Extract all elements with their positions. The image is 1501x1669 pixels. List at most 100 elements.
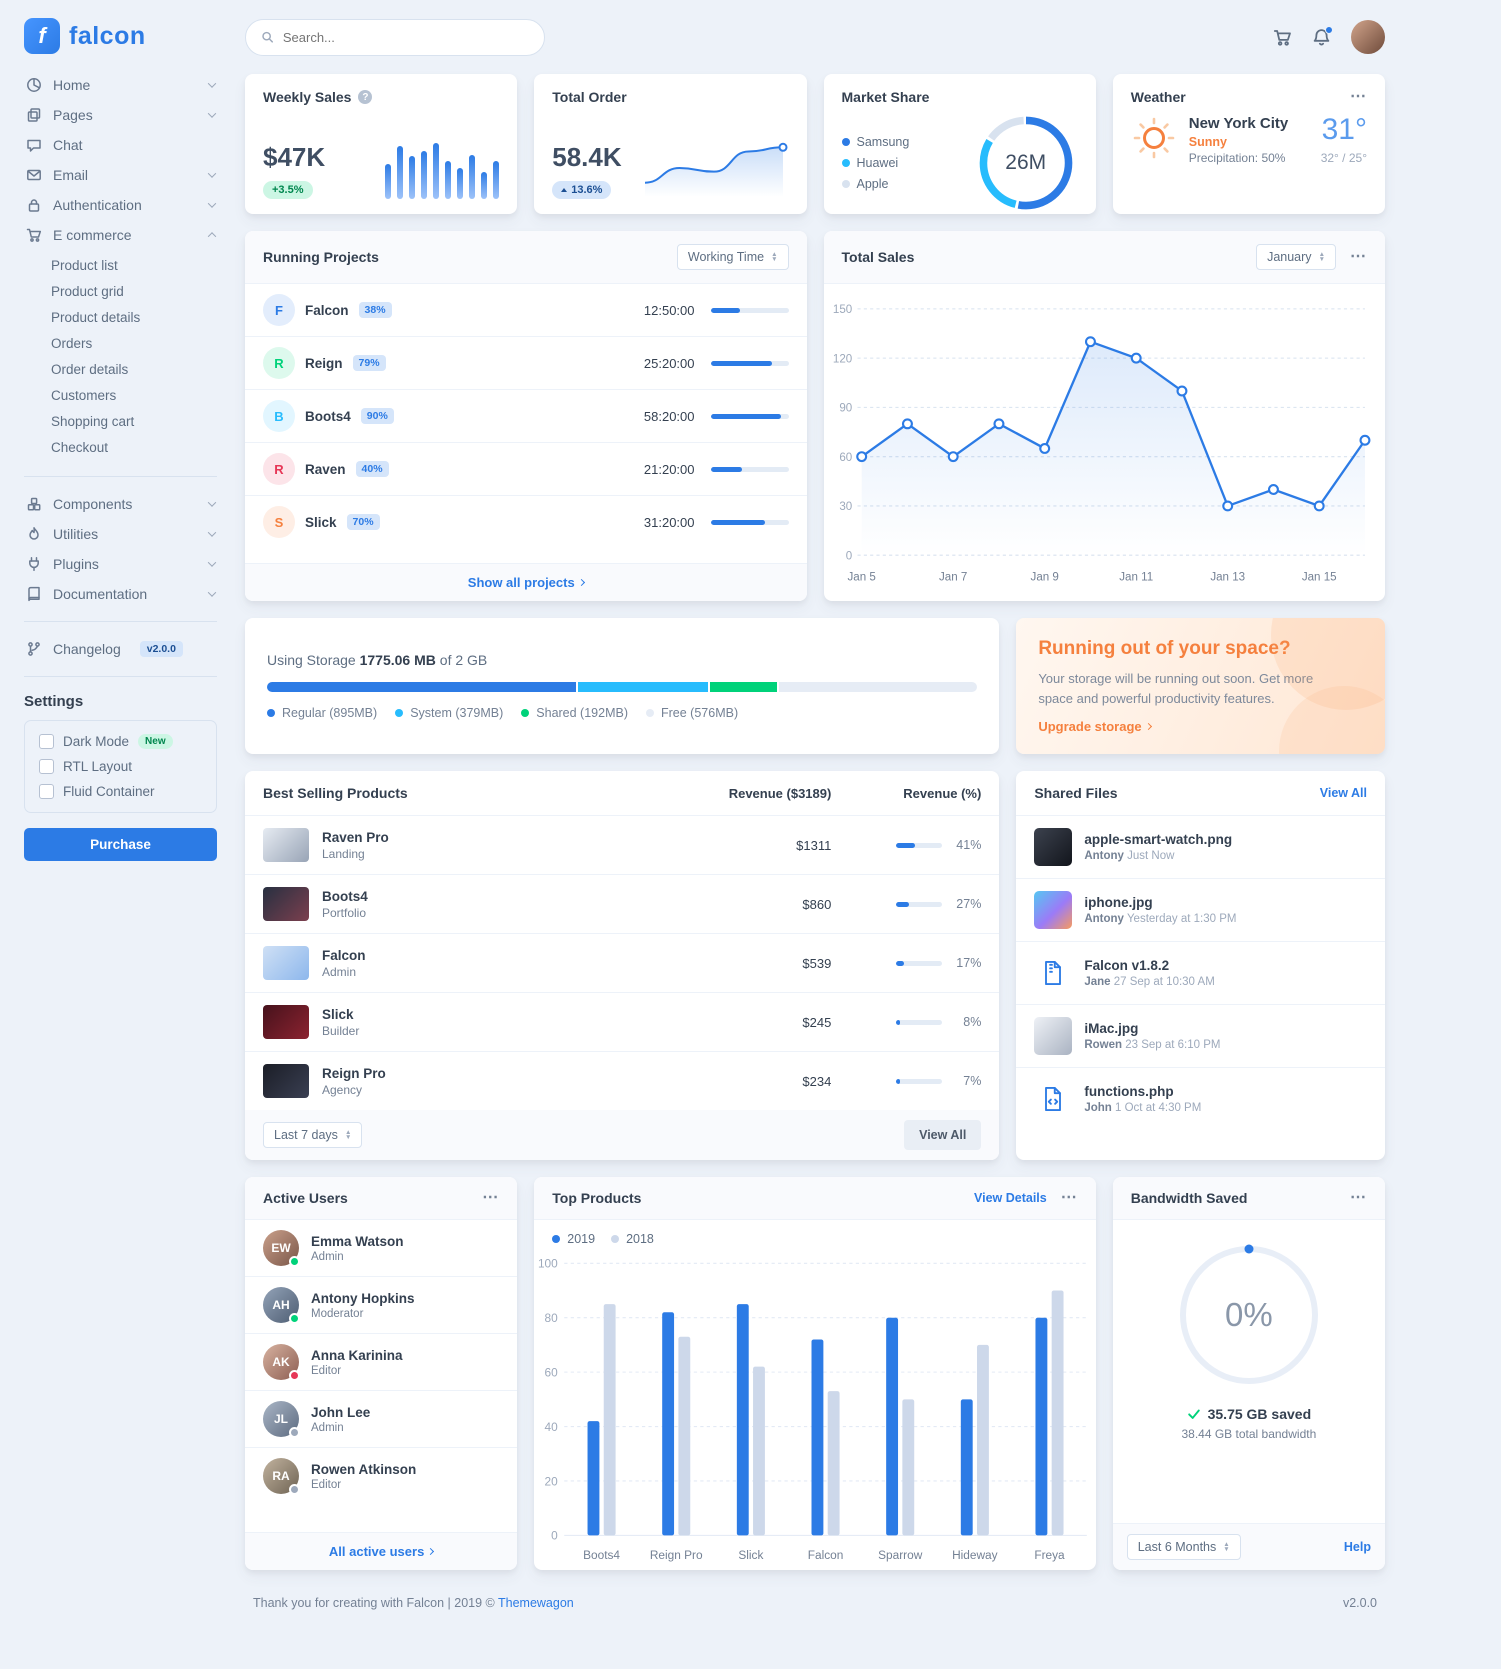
product-name[interactable]: Slick (322, 1006, 354, 1022)
product-thumbnail[interactable] (263, 828, 309, 863)
card-menu-icon[interactable]: ⋯ (1350, 248, 1367, 265)
legend-2018[interactable]: 2018 (611, 1232, 654, 1246)
project-name[interactable]: Reign (305, 355, 343, 371)
card-menu-icon[interactable]: ⋯ (1350, 88, 1367, 105)
brand-logo[interactable]: f falcon (24, 14, 217, 70)
code-file-icon[interactable] (1034, 1080, 1072, 1118)
product-thumbnail[interactable] (263, 1064, 309, 1099)
product-thumbnail[interactable] (263, 887, 309, 922)
sidebar-item-pages[interactable]: Pages (24, 100, 217, 130)
file-name[interactable]: apple-smart-watch.png (1084, 832, 1233, 848)
user-name[interactable]: Antony Hopkins (311, 1290, 415, 1306)
fluid-checkbox[interactable] (39, 784, 54, 799)
file-thumbnail[interactable] (1034, 828, 1073, 867)
sidebar-item-product-grid[interactable]: Product grid (51, 283, 124, 299)
sidebar-item-customers[interactable]: Customers (51, 387, 117, 403)
user-name[interactable]: John Lee (311, 1404, 371, 1420)
file-thumbnail[interactable] (1034, 1017, 1073, 1056)
purchase-button[interactable]: Purchase (24, 828, 217, 861)
sidebar-item-authentication[interactable]: Authentication (24, 190, 217, 220)
file-name[interactable]: functions.php (1084, 1084, 1174, 1100)
sidebar-item-documentation[interactable]: Documentation (24, 579, 217, 609)
project-name[interactable]: Raven (305, 461, 346, 477)
file-name[interactable]: iphone.jpg (1084, 895, 1153, 911)
file-name[interactable]: Falcon v1.8.2 (1084, 958, 1170, 974)
file-item[interactable]: functions.php John 1 Oct at 4:30 PM (1016, 1068, 1385, 1130)
project-name[interactable]: Falcon (305, 302, 349, 318)
file-name[interactable]: iMac.jpg (1084, 1021, 1139, 1037)
user-avatar[interactable]: JL (263, 1401, 300, 1439)
sidebar-item-ecommerce[interactable]: E commerce (24, 220, 217, 250)
month-select[interactable]: January ▲ ▼ (1256, 244, 1336, 270)
user-name[interactable]: Rowen Atkinson (311, 1461, 417, 1477)
sidebar-item-checkout[interactable]: Checkout (51, 439, 109, 455)
sidebar-item-email[interactable]: Email (24, 160, 217, 190)
view-details-link[interactable]: View Details (974, 1191, 1047, 1206)
product-thumbnail[interactable] (263, 946, 309, 981)
project-name[interactable]: Boots4 (305, 408, 351, 424)
card-menu-icon[interactable]: ⋯ (1060, 1189, 1078, 1207)
file-thumbnail[interactable] (1034, 891, 1073, 930)
product-category[interactable]: Admin (322, 964, 357, 979)
rtl-layout-toggle[interactable]: RTL Layout (39, 759, 202, 774)
bell-icon[interactable] (1312, 25, 1333, 47)
user-avatar[interactable]: AK (263, 1344, 300, 1382)
show-all-projects-link[interactable]: Show all projects (245, 563, 807, 602)
user-avatar[interactable]: RA (263, 1458, 300, 1496)
sidebar-item-product-list[interactable]: Product list (51, 257, 118, 273)
themewagon-link[interactable]: Themewagon (498, 1596, 574, 1611)
user-name[interactable]: Emma Watson (311, 1233, 404, 1249)
card-menu-icon[interactable]: ⋯ (482, 1189, 500, 1207)
product-category[interactable]: Agency (322, 1082, 363, 1097)
file-item[interactable]: Falcon v1.8.2 Jane 27 Sep at 10:30 AM (1016, 942, 1385, 1006)
search-input[interactable] (282, 29, 529, 45)
user-avatar[interactable]: EW (263, 1230, 300, 1268)
cart-icon[interactable] (1273, 28, 1292, 47)
card-menu-icon[interactable]: ⋯ (1350, 1189, 1367, 1207)
view-all-link[interactable]: View All (1319, 786, 1367, 801)
project-row[interactable]: R Raven 40% 21:20:00 (245, 443, 807, 496)
product-name[interactable]: Falcon (322, 947, 366, 963)
sidebar-item-orders[interactable]: Orders (51, 335, 93, 351)
user-avatar[interactable] (1351, 20, 1385, 54)
project-row[interactable]: F Falcon 38% 12:50:00 (245, 284, 807, 337)
product-category[interactable]: Builder (322, 1023, 360, 1038)
project-row[interactable]: B Boots4 90% 58:20:00 (245, 390, 807, 443)
sidebar-item-chat[interactable]: Chat (24, 130, 217, 160)
product-name[interactable]: Boots4 (322, 888, 368, 904)
user-item[interactable]: EW Emma Watson Admin (245, 1220, 518, 1278)
user-item[interactable]: AK Anna Karinina Editor (245, 1334, 518, 1392)
all-active-users-link[interactable]: All active users (245, 1532, 518, 1571)
product-name[interactable]: Reign Pro (322, 1065, 386, 1081)
project-row[interactable]: S Slick 70% 31:20:00 (245, 496, 807, 548)
product-category[interactable]: Portfolio (322, 905, 367, 920)
working-time-select[interactable]: Working Time ▲ ▼ (676, 244, 789, 270)
archive-file-icon[interactable] (1034, 954, 1072, 992)
project-name[interactable]: Slick (305, 514, 337, 530)
sidebar-item-shopping-cart[interactable]: Shopping cart (51, 413, 135, 429)
user-name[interactable]: Anna Karinina (311, 1347, 403, 1363)
product-name[interactable]: Raven Pro (322, 829, 389, 845)
rtl-checkbox[interactable] (39, 759, 54, 774)
project-row[interactable]: R Reign 79% 25:20:00 (245, 337, 807, 390)
file-item[interactable]: apple-smart-watch.png Antony Just Now (1016, 816, 1385, 880)
date-range-select[interactable]: Last 7 days ▲ ▼ (263, 1122, 363, 1149)
dark-mode-toggle[interactable]: Dark Mode New (39, 734, 202, 749)
sidebar-item-plugins[interactable]: Plugins (24, 549, 217, 579)
sidebar-item-product-details[interactable]: Product details (51, 309, 141, 325)
user-item[interactable]: RA Rowen Atkinson Editor (245, 1448, 517, 1504)
user-item[interactable]: AH Antony Hopkins Moderator (245, 1277, 518, 1335)
file-item[interactable]: iphone.jpg Antony Yesterday at 1:30 PM (1016, 879, 1385, 943)
legend-2019[interactable]: 2019 (552, 1232, 595, 1246)
sidebar-item-order-details[interactable]: Order details (51, 361, 129, 377)
user-item[interactable]: JL John Lee Admin (245, 1391, 518, 1449)
dark-mode-checkbox[interactable] (39, 734, 54, 749)
search-box[interactable] (245, 18, 545, 56)
sidebar-item-utilities[interactable]: Utilities (24, 519, 217, 549)
user-avatar[interactable]: AH (263, 1287, 300, 1325)
file-item[interactable]: iMac.jpg Rowen 23 Sep at 6:10 PM (1016, 1005, 1385, 1069)
upgrade-storage-link[interactable]: Upgrade storage (1038, 719, 1363, 734)
product-category[interactable]: Landing (322, 846, 365, 861)
fluid-container-toggle[interactable]: Fluid Container (39, 784, 202, 799)
help-link[interactable]: Help (1343, 1540, 1371, 1555)
